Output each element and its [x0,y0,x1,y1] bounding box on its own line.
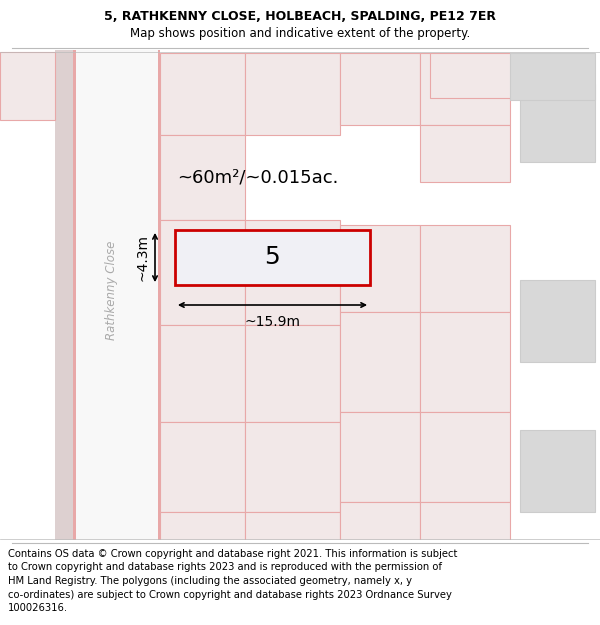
Bar [340,412,420,502]
Text: 5: 5 [265,246,280,269]
Bar [160,220,245,325]
Bar [340,225,420,312]
Bar [76,50,158,540]
Bar [520,84,595,162]
Bar [245,53,340,135]
Bar [160,422,245,512]
Text: Contains OS data © Crown copyright and database right 2021. This information is : Contains OS data © Crown copyright and d… [8,549,457,559]
Bar [340,312,420,412]
Text: to Crown copyright and database rights 2023 and is reproduced with the permissio: to Crown copyright and database rights 2… [8,562,442,572]
Text: ~4.3m: ~4.3m [136,234,150,281]
Bar [245,220,340,325]
Bar [510,53,595,100]
Bar [158,50,160,540]
Bar [55,50,73,540]
Bar [175,230,370,285]
Bar [0,52,55,120]
Bar [340,53,420,125]
Bar [420,53,510,125]
Bar [420,312,510,412]
Bar [420,125,510,182]
Text: 5, RATHKENNY CLOSE, HOLBEACH, SPALDING, PE12 7ER: 5, RATHKENNY CLOSE, HOLBEACH, SPALDING, … [104,9,496,22]
Text: Map shows position and indicative extent of the property.: Map shows position and indicative extent… [130,28,470,41]
Text: ~15.9m: ~15.9m [245,315,301,329]
Bar [520,430,595,512]
Bar [245,422,340,512]
Bar [160,53,245,135]
Text: co-ordinates) are subject to Crown copyright and database rights 2023 Ordnance S: co-ordinates) are subject to Crown copyr… [8,589,452,599]
Bar [420,412,510,502]
Text: Rathkenny Close: Rathkenny Close [106,240,119,339]
Text: 100026316.: 100026316. [8,603,68,613]
Bar [420,502,510,540]
Bar [160,512,245,540]
Bar [73,50,76,540]
Bar [520,280,595,362]
Bar [245,512,340,540]
Bar [160,135,245,220]
Bar [245,325,340,422]
Bar [340,502,420,540]
Bar [420,225,510,312]
Text: HM Land Registry. The polygons (including the associated geometry, namely x, y: HM Land Registry. The polygons (includin… [8,576,412,586]
Bar [430,53,550,98]
Bar [160,325,245,422]
Text: ~60m²/~0.015ac.: ~60m²/~0.015ac. [177,169,338,187]
